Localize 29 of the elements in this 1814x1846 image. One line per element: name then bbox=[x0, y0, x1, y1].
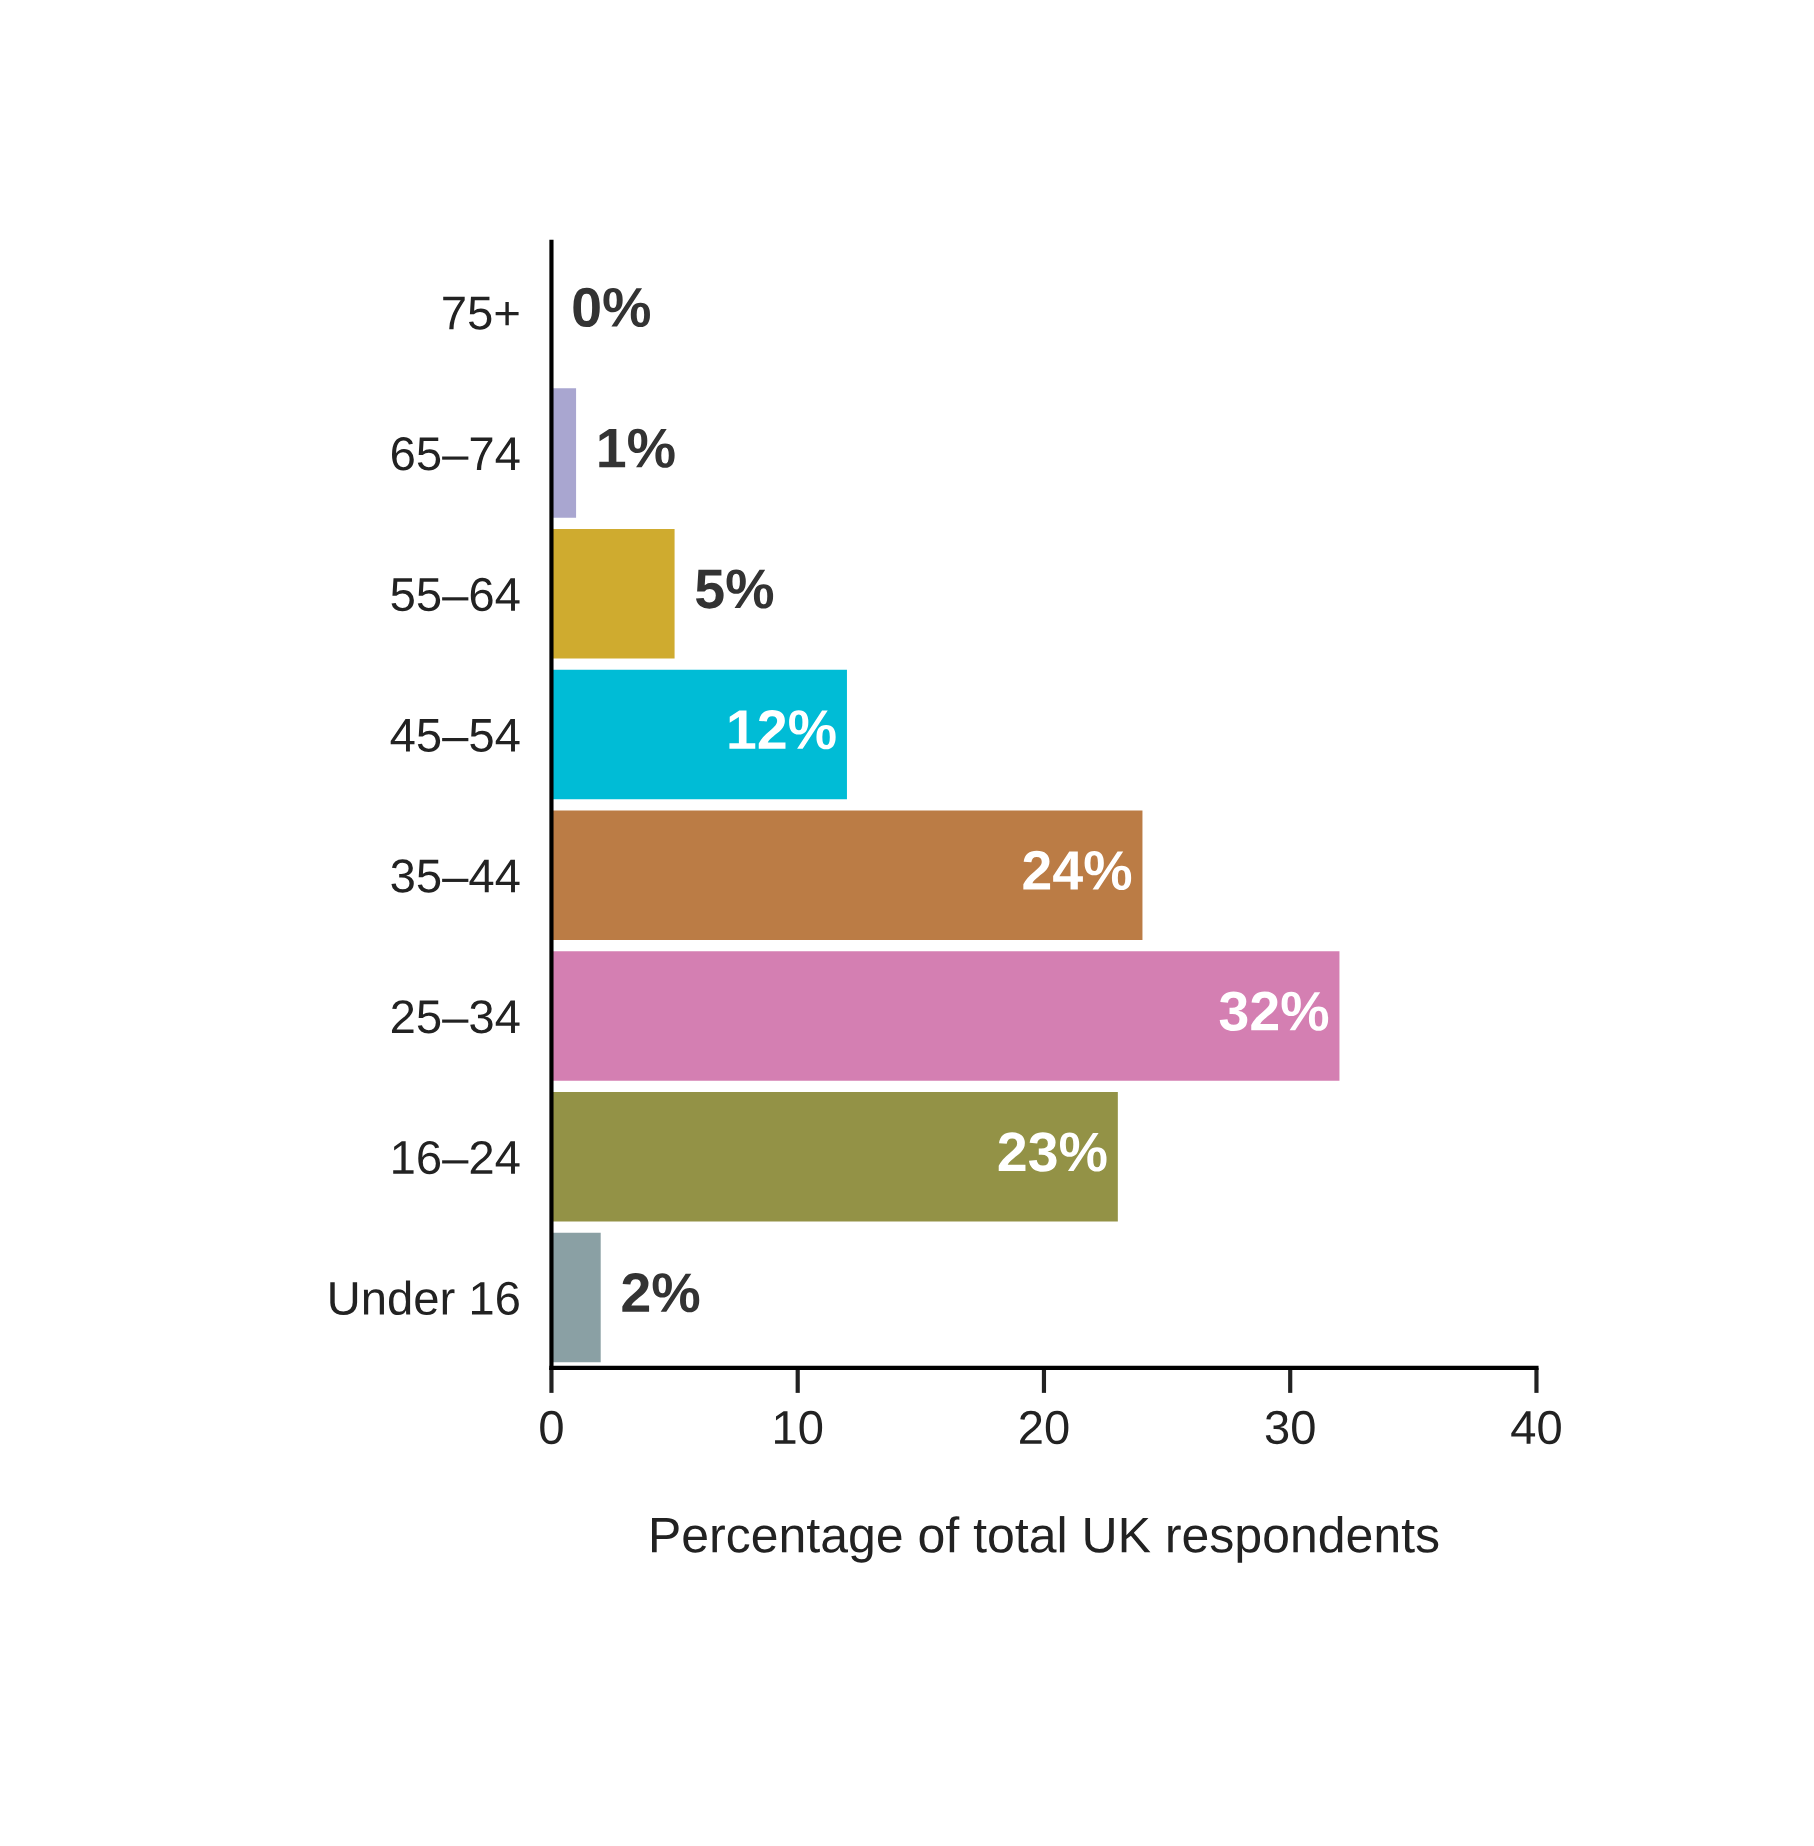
data-label: 5% bbox=[695, 569, 774, 609]
bar bbox=[551, 1232, 601, 1363]
bar bbox=[551, 669, 847, 800]
bar bbox=[551, 528, 675, 659]
data-label: 24% bbox=[1023, 850, 1132, 891]
data-label: 0% bbox=[573, 287, 650, 328]
y-tick-label: 35–44 bbox=[391, 859, 520, 893]
x-tick-label: 30 bbox=[1265, 1410, 1315, 1445]
data-label: 23% bbox=[998, 1132, 1107, 1172]
data-label: 32% bbox=[1219, 991, 1329, 1031]
data-label: 1% bbox=[599, 428, 675, 468]
bar bbox=[551, 951, 1340, 1081]
x-axis-title: Percentage of total UK respondents bbox=[652, 1516, 1439, 1563]
y-tick-label: 45–54 bbox=[390, 719, 520, 753]
x-tick-label: 10 bbox=[775, 1410, 823, 1445]
bar bbox=[551, 1092, 1118, 1222]
data-label: 12% bbox=[729, 710, 836, 750]
y-tick-label: 25–34 bbox=[391, 1000, 520, 1034]
bar bbox=[551, 388, 577, 518]
y-tick-label: 75+ bbox=[443, 296, 519, 330]
y-tick-label: Under 16 bbox=[330, 1280, 519, 1316]
y-tick-label: 65–74 bbox=[392, 437, 520, 471]
x-tick-label: 20 bbox=[1020, 1410, 1069, 1445]
x-tick-label: 0 bbox=[540, 1410, 563, 1445]
x-tick-label: 40 bbox=[1511, 1410, 1561, 1445]
bar bbox=[551, 810, 1143, 940]
y-tick-label: 55–64 bbox=[391, 577, 520, 612]
data-label: 2% bbox=[622, 1273, 700, 1313]
y-tick-label: 16–24 bbox=[393, 1140, 520, 1175]
